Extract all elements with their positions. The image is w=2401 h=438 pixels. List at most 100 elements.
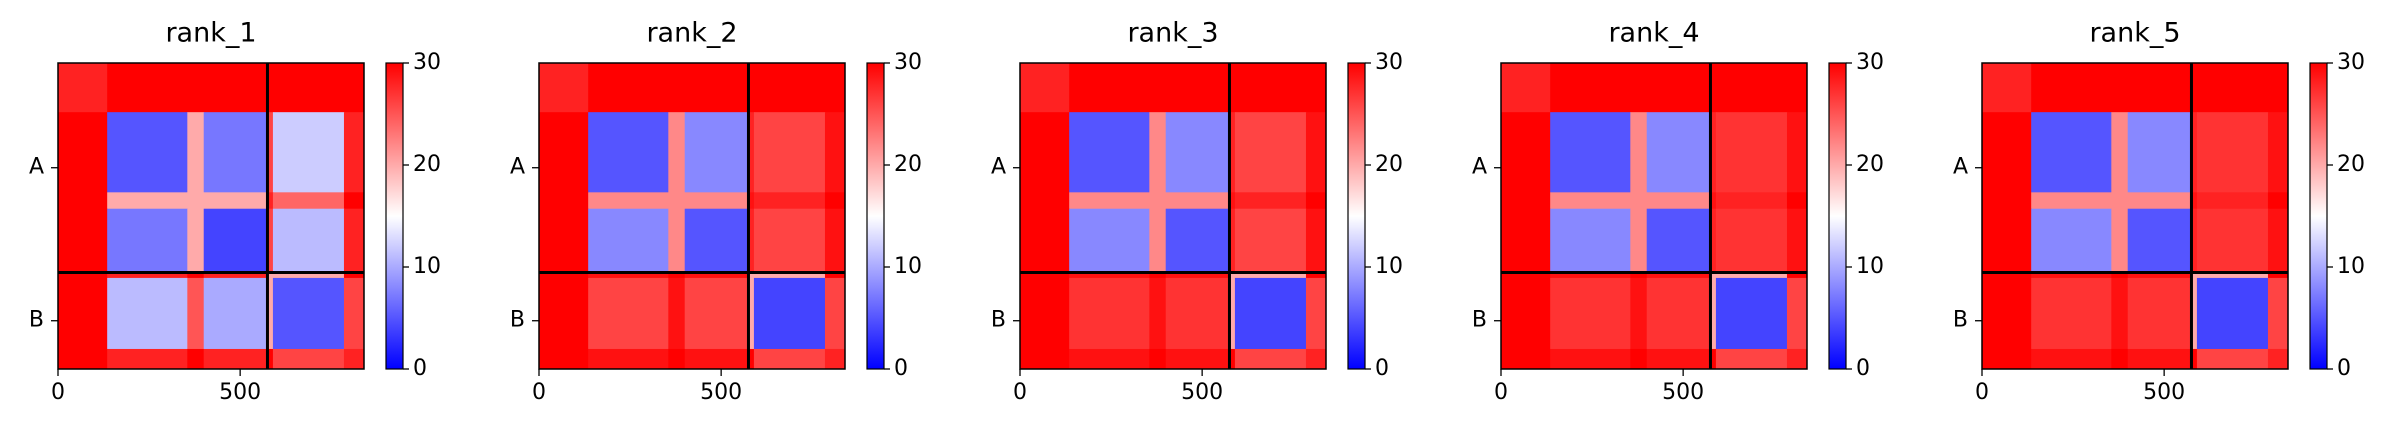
colorbar-tick-label: 30 — [413, 50, 441, 75]
heatmap-cell — [2267, 272, 2289, 279]
heatmap-cell — [1165, 277, 1230, 350]
heatmap-cell — [1982, 63, 2032, 113]
heatmap-cell — [1786, 63, 1808, 113]
heatmap-cell — [824, 63, 846, 113]
heatmap-cell — [2191, 272, 2198, 279]
colorbar — [866, 62, 885, 370]
heatmap-cell — [58, 112, 108, 193]
heatmap-cell — [272, 63, 345, 113]
heatmap-cell — [1069, 272, 1150, 279]
heatmap-cell — [1982, 348, 2032, 370]
heatmap-cell — [539, 348, 589, 370]
heatmap-cell — [539, 272, 589, 279]
heatmap-cell — [272, 112, 345, 193]
heatmap-cell — [2111, 63, 2129, 113]
heatmap-cell — [107, 63, 188, 113]
heatmap-cell — [539, 112, 589, 193]
heatmap-cell — [1715, 208, 1788, 273]
heatmap-cell — [343, 277, 365, 350]
heatmap-cell — [1165, 348, 1230, 370]
heatmap-cell — [1786, 112, 1808, 193]
heatmap-cell — [267, 348, 274, 370]
heatmap-cell — [2111, 348, 2129, 370]
heatmap-cell — [203, 348, 268, 370]
heatmap-cell — [1786, 272, 1808, 279]
heatmap-cell — [1020, 63, 1070, 113]
heatmap-cell — [2031, 348, 2112, 370]
heatmap-cell — [668, 348, 686, 370]
heatmap-cell — [2127, 348, 2192, 370]
heatmap-cell — [1715, 192, 1788, 210]
heatmap-cell — [1646, 277, 1711, 350]
heatmap-cell — [107, 272, 188, 279]
heatmap-cell — [668, 277, 686, 350]
heatmap-cell — [2267, 348, 2289, 370]
heatmap-cell — [2031, 208, 2112, 273]
heatmap-cell — [2191, 192, 2198, 210]
heatmap-cell — [1550, 208, 1631, 273]
heatmap-cell — [1229, 63, 1236, 113]
heatmap-cell — [1020, 277, 1070, 350]
heatmap-cell — [187, 277, 205, 350]
plot-frame — [1500, 62, 1808, 370]
heatmap-cell — [2127, 272, 2192, 279]
heatmap-cell — [1630, 272, 1648, 279]
colorbar — [385, 62, 404, 370]
y-tick-label: A — [1953, 155, 1968, 180]
heatmap-cell — [1305, 277, 1327, 350]
heatmap-cell — [1982, 208, 2032, 273]
heatmap-cell — [753, 63, 826, 113]
heatmap-cell — [1165, 192, 1230, 210]
chart-title: rank_4 — [1608, 18, 1699, 49]
colorbar-tick-label: 20 — [894, 152, 922, 177]
heatmap-cell — [1149, 192, 1167, 210]
heatmap-cell — [1710, 348, 1717, 370]
heatmap-cell — [203, 277, 268, 350]
heatmap-cell — [2196, 112, 2269, 193]
heatmap-cell — [1982, 272, 2032, 279]
heatmap-cell — [1305, 63, 1327, 113]
heatmap-cell — [2196, 348, 2269, 370]
heatmap-cell — [187, 112, 205, 193]
heatmap-cell — [748, 348, 755, 370]
heatmap-cell — [1646, 63, 1711, 113]
heatmap-cell — [1710, 192, 1717, 210]
colorbar-tick-label: 20 — [413, 152, 441, 177]
heatmap-cell — [1229, 192, 1236, 210]
y-tick-label: A — [510, 155, 525, 180]
heatmap-cell — [2196, 63, 2269, 113]
y-tick-label: A — [991, 155, 1006, 180]
heatmap-cell — [107, 348, 188, 370]
colorbar-tick-label: 10 — [894, 254, 922, 279]
y-tick-label: B — [991, 308, 1006, 333]
heatmap-cell — [748, 63, 755, 113]
heatmap-cell — [1305, 208, 1327, 273]
heatmap-cell — [1229, 208, 1236, 273]
heatmap-cell — [1630, 348, 1648, 370]
heatmap-cell — [668, 63, 686, 113]
heatmap-cell — [58, 192, 108, 210]
y-tick-label: B — [1472, 308, 1487, 333]
heatmap-cell — [58, 272, 108, 279]
heatmap-cell — [588, 112, 669, 193]
x-tick-label: 0 — [1975, 380, 1989, 405]
heatmap-cell — [684, 272, 749, 279]
heatmap-cell — [1020, 112, 1070, 193]
x-tick-label: 500 — [1662, 380, 1704, 405]
heatmap-cell — [187, 208, 205, 273]
heatmap-cell — [2111, 208, 2129, 273]
heatmap-cell — [2111, 192, 2129, 210]
y-tick-label: A — [29, 155, 44, 180]
heatmap-cell — [1305, 112, 1327, 193]
heatmap-cell — [1550, 63, 1631, 113]
heatmap-cell — [588, 63, 669, 113]
heatmap-cell — [684, 192, 749, 210]
y-tick-label: B — [1953, 308, 1968, 333]
heatmap-cell — [2191, 348, 2198, 370]
colorbar-tick-label: 0 — [2337, 356, 2351, 381]
colorbar-tick-label: 30 — [1856, 50, 1884, 75]
heatmap-cell — [1786, 208, 1808, 273]
heatmap-cell — [187, 348, 205, 370]
plot-frame — [1981, 62, 2289, 370]
heatmap-cell — [824, 272, 846, 279]
